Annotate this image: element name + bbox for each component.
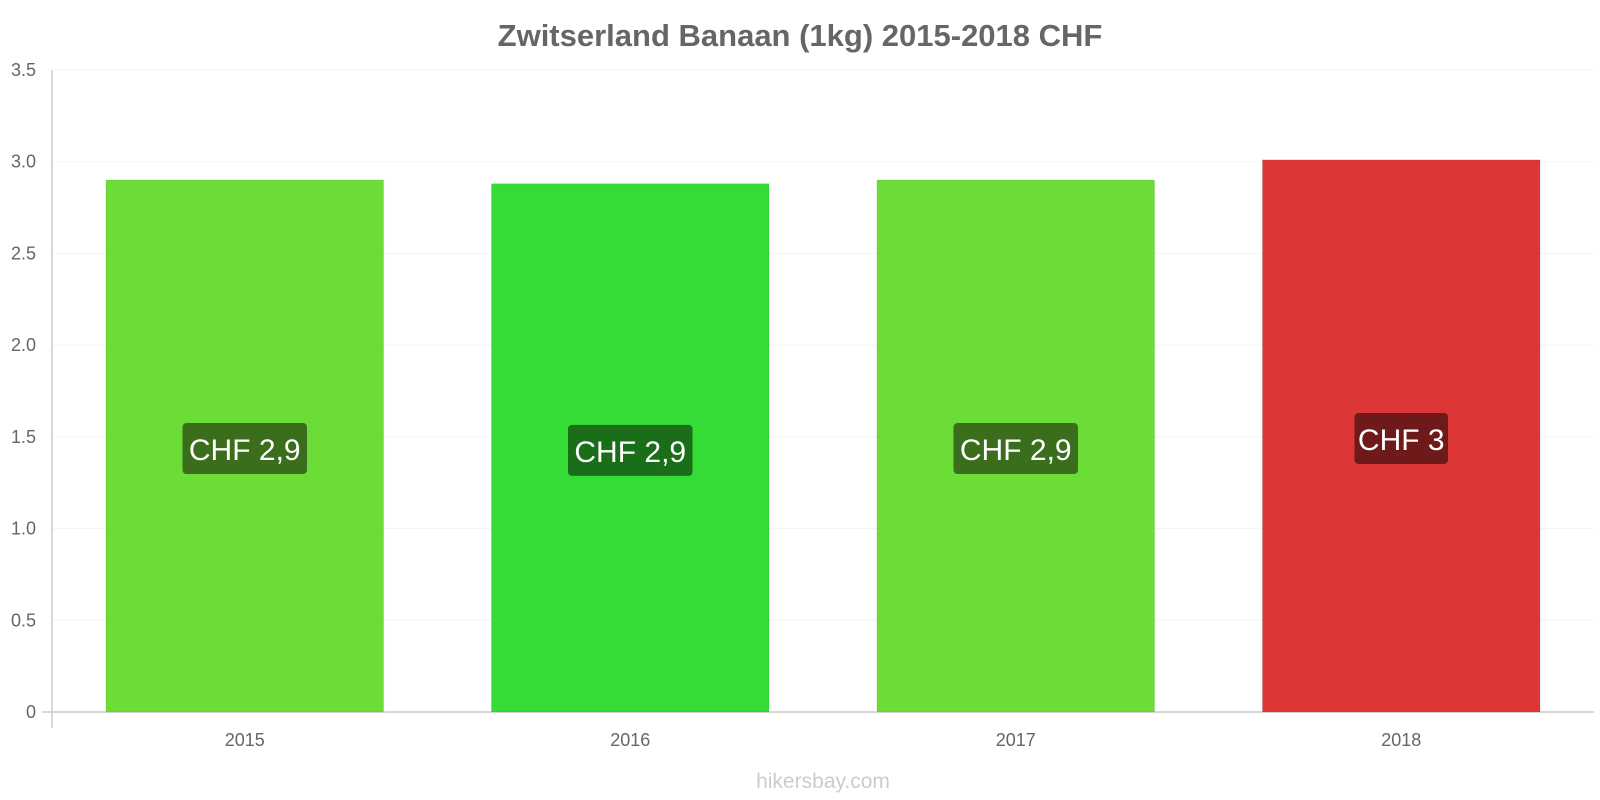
watermark: hikersbay.com [756, 770, 890, 793]
bar [105, 179, 385, 713]
y-tick-label: 3.0 [11, 152, 36, 172]
y-tick-label: 1.0 [11, 519, 36, 539]
y-tick-label: 2.0 [11, 335, 36, 355]
data-label: CHF 2,9 [960, 434, 1072, 467]
x-tick-label: 2017 [996, 730, 1036, 750]
chart-title: Zwitserland Banaan (1kg) 2015-2018 CHF [498, 18, 1103, 53]
data-label: CHF 3 [1358, 424, 1445, 457]
data-label-background [953, 423, 1078, 475]
data-label: CHF 2,9 [189, 434, 301, 467]
x-tick-label: 2015 [225, 730, 265, 750]
data-label-background [1354, 412, 1448, 464]
data-label: CHF 2,9 [574, 436, 686, 469]
y-tick-label: 2.5 [11, 243, 36, 263]
data-label-background [568, 424, 693, 476]
y-tick-label: 0 [26, 702, 36, 722]
x-axis-ticks: 2015 2016 2017 2018 [225, 730, 1422, 750]
y-tick-label: 0.5 [11, 610, 36, 630]
data-label-background [182, 423, 307, 475]
x-tick-label: 2016 [610, 730, 650, 750]
bars: CHF 2,9 CHF 2,9 CHF 2,9 CHF 3 [105, 159, 1541, 713]
y-axis-ticks: 0 0.5 1.0 1.5 2.0 2.5 3.0 3.5 [11, 60, 36, 722]
y-tick-label: 1.5 [11, 427, 36, 447]
y-tick-label: 3.5 [11, 60, 36, 80]
x-tick-label: 2018 [1381, 730, 1421, 750]
